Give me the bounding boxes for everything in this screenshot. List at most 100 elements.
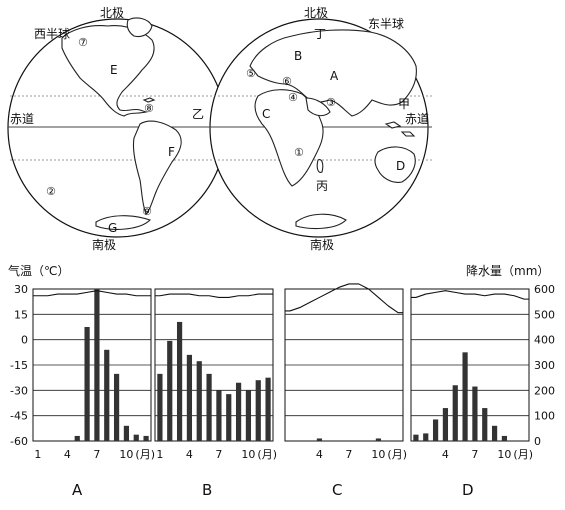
region-B-label: B [294, 49, 302, 63]
precip-bar [245, 390, 252, 441]
precip-bar [413, 434, 419, 441]
climate-panel-C: 4 7 10 (月) [284, 283, 407, 461]
precip-bar [133, 434, 139, 441]
x-unit-label: (月) [513, 448, 533, 461]
precip-bar [375, 438, 382, 441]
temperature-line [155, 293, 273, 298]
x-tick-label: 4 [186, 448, 193, 461]
panel-label-C: C [332, 481, 342, 499]
marker-4: ④ [288, 91, 298, 104]
climate-panel-D: 4 7 10 (月) [410, 288, 533, 461]
marker-1: ① [294, 146, 304, 159]
x-tick-label: 4 [442, 448, 449, 461]
x-tick-label: 4 [316, 448, 323, 461]
precip-bar [167, 340, 173, 441]
marker-5: ⑤ [246, 67, 256, 80]
west-landmasses [61, 17, 182, 230]
temp-tick-6: -60 [10, 435, 28, 448]
x-tick-label: 7 [93, 448, 100, 461]
world-map: 西半球 东半球 北极 北极 南极 南极 赤道 赤道 E F G A B C D … [7, 6, 432, 252]
x-unit-label: (月) [135, 448, 155, 461]
east-hemisphere-label: 东半球 [368, 17, 404, 31]
precip-bar [452, 385, 458, 441]
precip-bar [94, 289, 100, 441]
region-jia-label: 甲 [398, 97, 410, 111]
madagascar-land [316, 159, 324, 173]
precip-bar [482, 408, 488, 441]
x-tick-label: 7 [215, 448, 222, 461]
x-unit-label: (月) [387, 448, 407, 461]
precip-bar [104, 349, 110, 441]
precip-bar [432, 419, 439, 441]
sea-islands [384, 121, 416, 137]
climate-panel-A: 1 4 7 10 (月) [32, 288, 155, 461]
marker-3: ③ [326, 96, 336, 109]
south-pole-left-label: 南极 [92, 237, 116, 252]
precip-bar [316, 438, 323, 441]
precip-tick-5: 100 [534, 410, 555, 423]
panel-label-A: A [72, 481, 83, 499]
x-tick-label: 10 [241, 448, 255, 461]
region-F-label: F [168, 145, 175, 159]
precip-bar [113, 373, 120, 441]
equator-right-label: 赤道 [405, 112, 429, 126]
precip-tick-3: 300 [534, 359, 555, 372]
region-D-label: D [396, 159, 405, 173]
temperature-line [285, 283, 403, 314]
region-yi-label: 乙 [192, 107, 204, 121]
equator-left-label: 赤道 [10, 112, 34, 126]
precip-tick-4: 200 [534, 384, 555, 397]
x-tick-label: 10 [371, 448, 385, 461]
precip-axis-label: 降水量（mm） [466, 264, 549, 278]
temp-tick-0: 30 [14, 283, 28, 296]
precip-bar [491, 425, 498, 441]
africa-land [254, 89, 324, 187]
precip-bar [84, 327, 90, 441]
australia-land [374, 146, 416, 183]
precip-bar [255, 380, 261, 441]
precip-tick-0: 600 [534, 283, 555, 296]
marker-9: ⑨ [142, 205, 152, 218]
marker-8: ⑧ [144, 102, 154, 115]
region-A-label: A [330, 69, 339, 83]
region-E-label: E [110, 63, 118, 77]
south-america-land [132, 120, 182, 215]
x-tick-label: 10 [119, 448, 133, 461]
caribbean-islands [142, 97, 156, 103]
precip-tick-labels: 600 500 400 300 200 100 0 [534, 283, 555, 448]
precip-bar [423, 433, 429, 441]
x-unit-label: (月) [257, 448, 277, 461]
temp-tick-4: -30 [10, 384, 28, 397]
x-tick-label: 4 [64, 448, 71, 461]
panel-label-D: D [462, 481, 474, 499]
precip-bar [226, 394, 232, 441]
precip-bar [501, 435, 508, 441]
precip-bar [472, 386, 478, 441]
south-pole-right-label: 南极 [310, 237, 334, 252]
arabia-land [305, 97, 331, 117]
antarctica-west-land [95, 215, 152, 230]
panel-label-B: B [202, 481, 212, 499]
temp-tick-labels: 30 15 0 -15 -30 -45 -60 [10, 283, 28, 448]
precip-bar [143, 435, 149, 441]
temp-axis-label: 气温（℃） [8, 263, 69, 278]
precip-tick-2: 400 [534, 334, 555, 347]
climate-panel-B: 1 4 7 10 (月) [154, 288, 277, 461]
precip-bar [265, 377, 271, 441]
precip-bar [206, 373, 212, 441]
temperature-line [33, 290, 151, 297]
precip-bar [235, 382, 242, 441]
region-bing-label: 丙 [316, 179, 328, 193]
x-tick-label: 1 [34, 448, 41, 461]
x-tick-label: 1 [156, 448, 163, 461]
precip-bar [442, 408, 449, 441]
precip-bar [216, 390, 222, 441]
marker-6: ⑥ [282, 75, 292, 88]
chart-panels: 1 4 7 10 (月) 1 4 7 10 (月) 4 7 10 (月) 4 7 10 (月) [32, 283, 533, 461]
region-G-label: G [108, 221, 117, 235]
west-hemisphere-label: 西半球 [34, 27, 70, 41]
north-pole-left-label: 北极 [100, 6, 124, 20]
region-C-label: C [262, 107, 270, 121]
temp-tick-5: -45 [10, 410, 28, 423]
